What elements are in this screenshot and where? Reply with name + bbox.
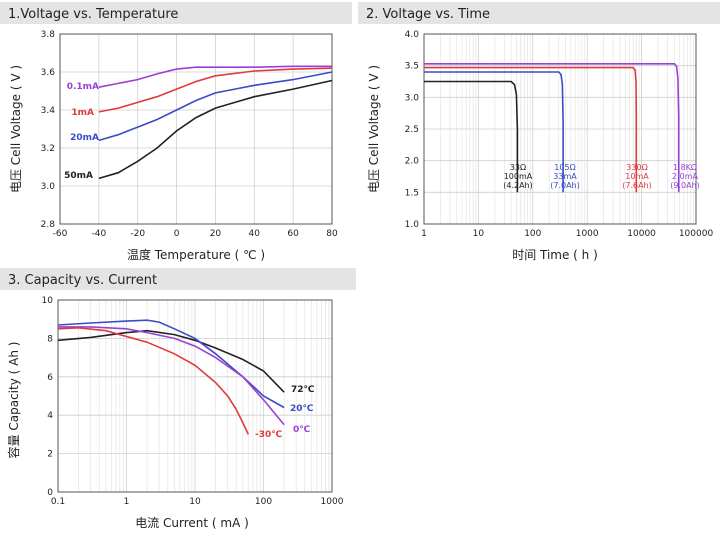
series-line: [57, 319, 285, 409]
panel-title-band: [358, 2, 720, 24]
series-label: -30℃: [255, 430, 282, 440]
x-tick-label: 10: [473, 229, 485, 239]
y-tick-label: 4: [47, 411, 53, 421]
x-tick-label: 1000: [576, 229, 599, 239]
x-tick-label: 100: [524, 229, 541, 239]
series-line: [98, 71, 333, 142]
y-tick-label: 3.6: [41, 68, 56, 78]
x-tick-label: -40: [92, 229, 107, 239]
x-tick-label: 80: [326, 229, 338, 239]
y-tick-label: 3.2: [41, 144, 55, 154]
series-line: [98, 65, 332, 88]
y-axis-label: 电压 Cell Voltage ( V ): [367, 65, 381, 193]
x-tick-label: 0.1: [51, 497, 65, 507]
chart-title: 2. Voltage vs. Time: [366, 7, 490, 22]
y-tick-label: 6: [47, 373, 53, 383]
x-tick-label: 10000: [627, 229, 656, 239]
x-axis-label: 时间 Time ( h ): [512, 248, 598, 262]
y-tick-label: 1.5: [405, 188, 419, 198]
y-tick-label: 10: [42, 296, 54, 306]
chart-title: 3. Capacity vs. Current: [8, 273, 157, 288]
x-tick-label: -20: [130, 229, 145, 239]
series-line: [98, 79, 333, 180]
plot-frame: [59, 33, 333, 225]
plot-frame: [423, 33, 697, 225]
y-tick-label: 3.4: [41, 106, 56, 116]
series-line: [57, 329, 285, 393]
series-annotation: 2.0mA: [672, 172, 699, 181]
y-tick-label: 3.8: [41, 30, 56, 40]
series-line: [424, 71, 564, 193]
y-axis-label: 容量 Capacity ( Ah ): [6, 342, 21, 459]
x-tick-label: 40: [249, 229, 261, 239]
series-line: [57, 326, 250, 435]
series-label: 0.1mA: [67, 82, 99, 92]
y-tick-label: 2.8: [41, 220, 56, 230]
x-tick-label: 100000: [679, 229, 714, 239]
capacity-current-panel: 3. Capacity vs. Current 0.1 1 10 100 1000 0 2 4…: [0, 268, 356, 530]
series-annotation: 330Ω: [626, 163, 647, 172]
series-annotation: 100mA: [504, 172, 533, 181]
y-tick-label: 3.5: [405, 62, 419, 72]
voltage-time-panel: 2. Voltage vs. Time 1 10 100 1000 10000 10000…: [358, 2, 720, 262]
x-tick-label: 10: [189, 497, 201, 507]
series-label: 1mA: [71, 108, 94, 118]
y-tick-label: 4.0: [405, 30, 420, 40]
series-annotation: (7.0Ah): [550, 181, 580, 190]
y-tick-label: 3.0: [405, 93, 420, 103]
x-tick-label: 1: [124, 497, 130, 507]
y-axis-label: 电压 Cell Voltage ( V ): [9, 65, 23, 193]
series-line: [424, 66, 638, 193]
y-tick-label: 1.0: [405, 220, 420, 230]
series-label: 72℃: [291, 385, 315, 395]
series-line: [424, 63, 680, 193]
series-annotation: (4.2Ah): [503, 181, 533, 190]
panel-title-band: [0, 2, 352, 24]
series-label: 50mA: [64, 171, 93, 181]
x-tick-label: 100: [255, 497, 272, 507]
series-line: [98, 67, 333, 113]
series-annotation: 10mA: [625, 172, 649, 181]
panel-title-band: [0, 268, 356, 290]
series-annotation: 33Ω: [510, 163, 526, 172]
y-tick-label: 2: [47, 450, 53, 460]
voltage-temperature-panel: 1.Voltage vs. Temperature -60 -40 -20 0 20 40…: [0, 2, 352, 262]
y-tick-label: 8: [47, 334, 53, 344]
series-annotation: 33mA: [553, 172, 577, 181]
series-line: [424, 80, 519, 193]
series-label: 20mA: [70, 133, 99, 143]
x-axis-label: 温度 Temperature ( ℃ ): [127, 247, 265, 262]
y-tick-label: 0: [47, 488, 53, 498]
series-annotation: (7.6Ah): [622, 181, 652, 190]
x-axis-label: 电流 Current ( mA ): [135, 516, 249, 530]
series-annotation: 1.8KΩ: [673, 163, 697, 172]
y-tick-label: 2.5: [405, 125, 419, 135]
series-label: 20℃: [290, 404, 314, 414]
series-annotation: (9.0Ah): [670, 181, 700, 190]
x-tick-label: 1000: [321, 497, 344, 507]
x-tick-label: 60: [287, 229, 299, 239]
x-tick-label: -60: [53, 229, 68, 239]
x-tick-label: 20: [210, 229, 222, 239]
plot-area: [59, 33, 333, 225]
y-tick-label: 3.0: [41, 182, 56, 192]
series-label: 0℃: [293, 425, 310, 435]
plot-frame: [57, 299, 333, 493]
x-tick-label: 1: [421, 229, 427, 239]
series-annotation: 105Ω: [554, 163, 575, 172]
y-tick-label: 2.0: [405, 157, 420, 167]
x-tick-label: 0: [174, 229, 180, 239]
series-line: [58, 326, 285, 426]
chart-title: 1.Voltage vs. Temperature: [8, 7, 178, 22]
